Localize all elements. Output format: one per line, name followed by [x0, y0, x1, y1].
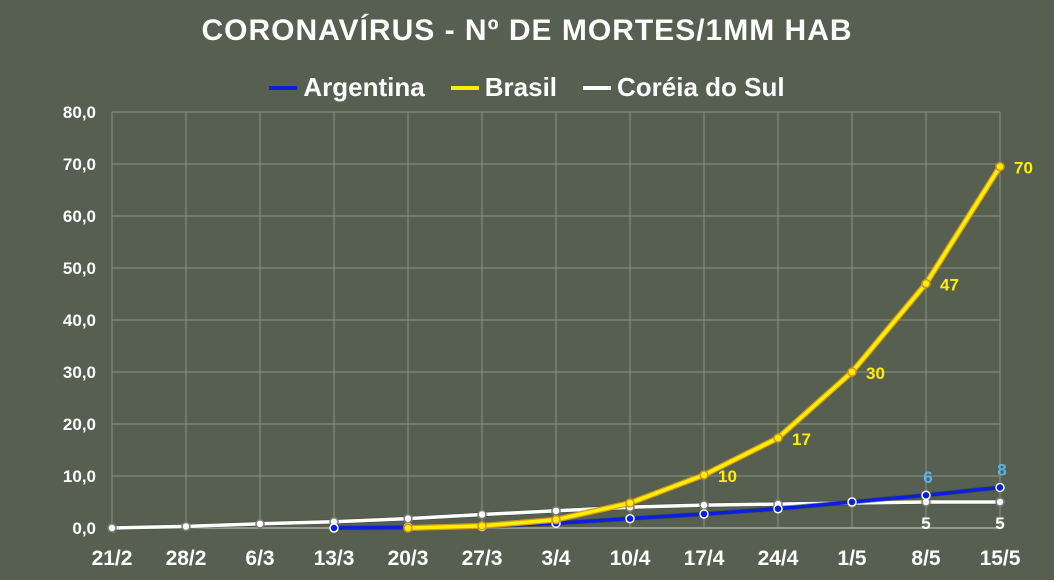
y-tick-label: 60,0	[63, 207, 96, 226]
chart-title: CORONAVÍRUS - Nº DE MORTES/1MM HAB	[201, 14, 853, 47]
y-tick-label: 70,0	[63, 155, 96, 174]
x-tick-label: 6/3	[245, 547, 274, 570]
data-point	[477, 509, 487, 520]
x-tick-label: 24/4	[758, 547, 799, 570]
data-point	[995, 482, 1005, 493]
legend: Argentina Brasil Coréia do Sul	[0, 72, 1054, 103]
legend-swatch-argentina	[269, 85, 298, 90]
data-point	[403, 523, 413, 533]
y-tick-label: 80,0	[63, 103, 96, 122]
x-tick-label: 17/4	[684, 547, 725, 570]
x-tick-label: 27/3	[462, 547, 503, 570]
y-tick-label: 40,0	[63, 311, 96, 330]
legend-item-coreia: Coréia do Sul	[583, 72, 785, 103]
data-point	[403, 513, 413, 524]
data-label: 17	[792, 430, 811, 449]
data-label: 70	[1014, 159, 1033, 178]
data-point	[995, 161, 1005, 172]
data-label: 8	[997, 460, 1006, 479]
legend-swatch-coreia	[583, 85, 612, 90]
data-point	[773, 433, 783, 443]
data-point	[847, 497, 857, 507]
legend-item-argentina: Argentina	[269, 72, 425, 103]
data-point	[699, 509, 709, 519]
y-tick-label: 0,0	[72, 519, 96, 538]
x-tick-label: 10/4	[610, 547, 651, 570]
legend-label-argentina: Argentina	[303, 72, 425, 102]
x-tick-label: 8/5	[911, 547, 941, 570]
legend-item-brasil: Brasil	[450, 72, 558, 103]
data-point	[699, 500, 709, 510]
x-tick-label: 28/2	[166, 547, 207, 570]
x-tick-label: 15/5	[980, 547, 1021, 570]
data-point	[995, 497, 1005, 507]
x-tick-label: 3/4	[541, 547, 571, 570]
data-point	[181, 521, 191, 532]
data-label: 47	[940, 276, 959, 295]
data-point	[107, 523, 117, 533]
data-point	[255, 519, 265, 529]
data-point	[921, 278, 931, 289]
legend-swatch-brasil	[450, 85, 479, 90]
data-point	[551, 506, 561, 516]
y-tick-label: 30,0	[63, 363, 96, 382]
data-point	[329, 523, 339, 533]
legend-label-coreia: Coréia do Sul	[617, 72, 785, 102]
data-point	[477, 521, 487, 531]
data-point	[773, 504, 783, 514]
data-point	[699, 470, 709, 480]
y-tick-label: 20,0	[63, 415, 96, 434]
data-label: 5	[995, 514, 1004, 533]
x-tick-label: 1/5	[837, 547, 867, 570]
data-point	[625, 513, 635, 524]
y-tick-label: 50,0	[63, 259, 96, 278]
x-tick-label: 21/2	[92, 547, 133, 570]
data-point	[847, 367, 857, 377]
data-label: 5	[921, 514, 930, 533]
data-point	[625, 498, 635, 508]
x-tick-label: 13/3	[314, 547, 355, 570]
data-label: 6	[923, 468, 932, 487]
data-point	[921, 490, 931, 500]
legend-label-brasil: Brasil	[484, 72, 558, 102]
x-tick-label: 20/3	[388, 547, 429, 570]
data-label: 30	[866, 364, 885, 383]
data-point	[551, 514, 561, 525]
y-tick-label: 10,0	[63, 467, 96, 486]
data-label: 10	[718, 467, 737, 486]
